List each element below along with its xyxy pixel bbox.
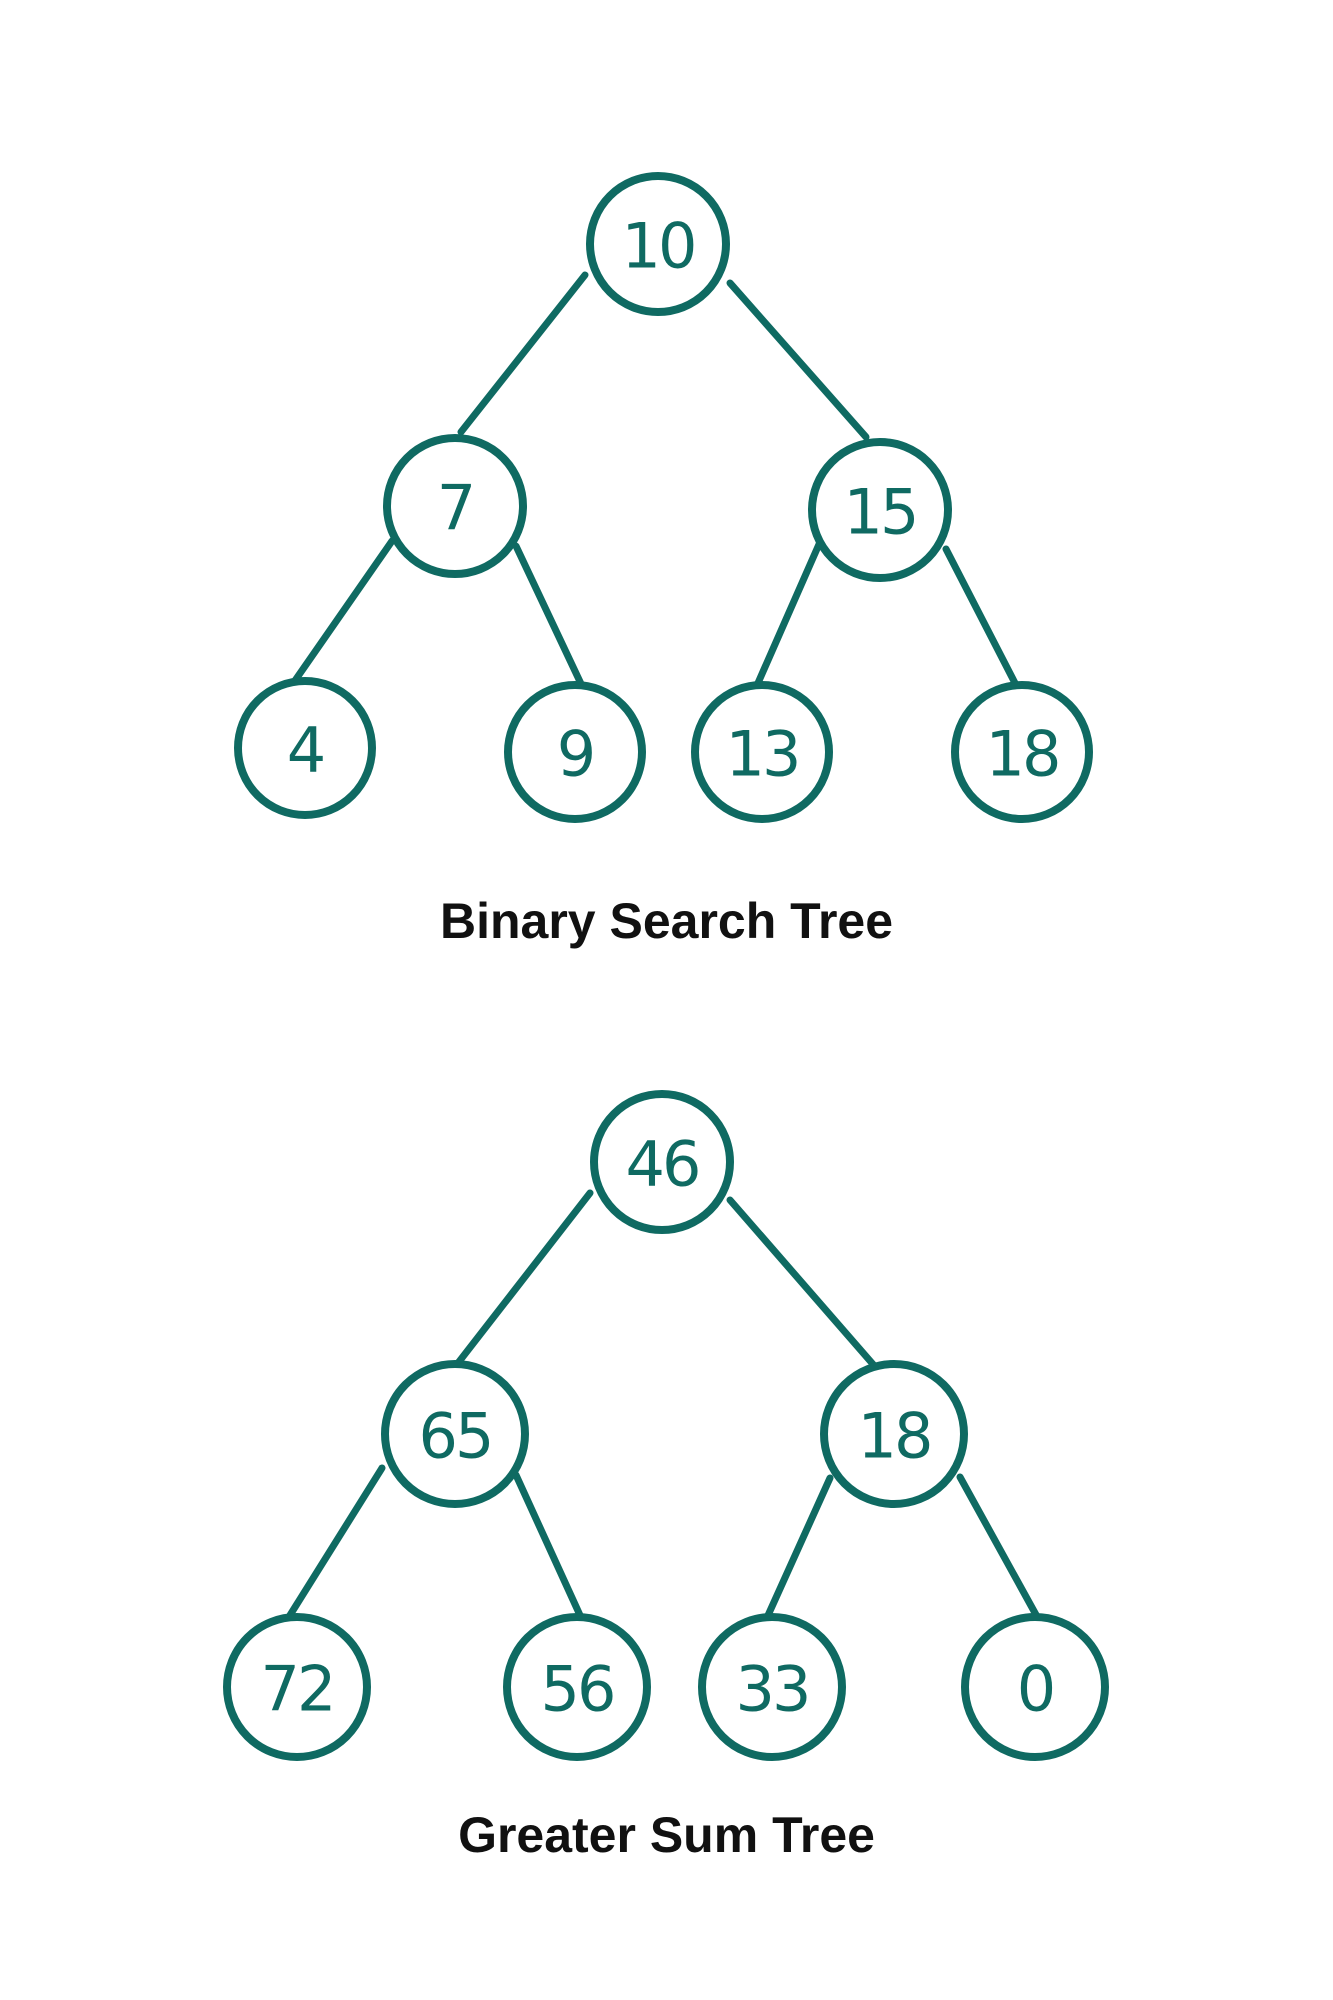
tree-node: 72 (223, 1613, 371, 1761)
tree-node: 46 (590, 1090, 734, 1234)
node-label: 10 (622, 210, 695, 283)
tree-node: 18 (951, 681, 1093, 823)
node-label: 4 (287, 714, 323, 787)
node-label: 7 (437, 472, 473, 545)
node-label: 56 (541, 1653, 614, 1726)
tree-node: 13 (691, 681, 833, 823)
edge-root-right (726, 1196, 882, 1374)
node-label: 13 (726, 718, 799, 791)
edge-root-left (457, 271, 589, 436)
tree-node: 15 (808, 438, 952, 582)
edge-left-leftleaf (283, 1464, 386, 1624)
edge-root-right (726, 279, 870, 441)
node-label: 18 (858, 1400, 931, 1473)
tree-node: 56 (503, 1613, 651, 1761)
edge-right-leftleaf (754, 538, 824, 687)
tree-node: 18 (820, 1360, 968, 1508)
edge-left-rightleaf (512, 1471, 588, 1628)
tree-node: 33 (698, 1613, 846, 1761)
node-label: 18 (986, 718, 1059, 791)
tree-greater-sum: 46 65 18 72 56 33 0 (223, 1090, 1109, 1761)
edge-right-rightleaf (942, 545, 1020, 689)
node-label: 9 (557, 718, 593, 791)
tree-binary-search: 10 7 15 4 9 13 18 (234, 172, 1093, 823)
tree-node: 65 (381, 1360, 529, 1508)
node-label: 72 (261, 1653, 334, 1726)
node-label: 46 (626, 1128, 699, 1201)
caption-binary-search-tree: Binary Search Tree (439, 893, 894, 949)
edge-left-leftleaf (290, 537, 396, 686)
node-label: 15 (844, 476, 917, 549)
edge-right-rightleaf (956, 1473, 1044, 1626)
tree-node: 4 (234, 677, 376, 819)
edge-left-rightleaf (512, 542, 587, 692)
caption-greater-sum-tree: Greater Sum Tree (458, 1807, 875, 1863)
node-label: 0 (1017, 1653, 1053, 1726)
node-label: 65 (419, 1400, 492, 1473)
node-label: 33 (736, 1653, 809, 1726)
edge-root-left (454, 1189, 594, 1367)
tree-node: 10 (586, 172, 730, 316)
edge-right-leftleaf (761, 1474, 834, 1626)
tree-node: 7 (383, 434, 527, 578)
tree-node: 0 (961, 1613, 1109, 1761)
tree-node: 9 (504, 681, 646, 823)
